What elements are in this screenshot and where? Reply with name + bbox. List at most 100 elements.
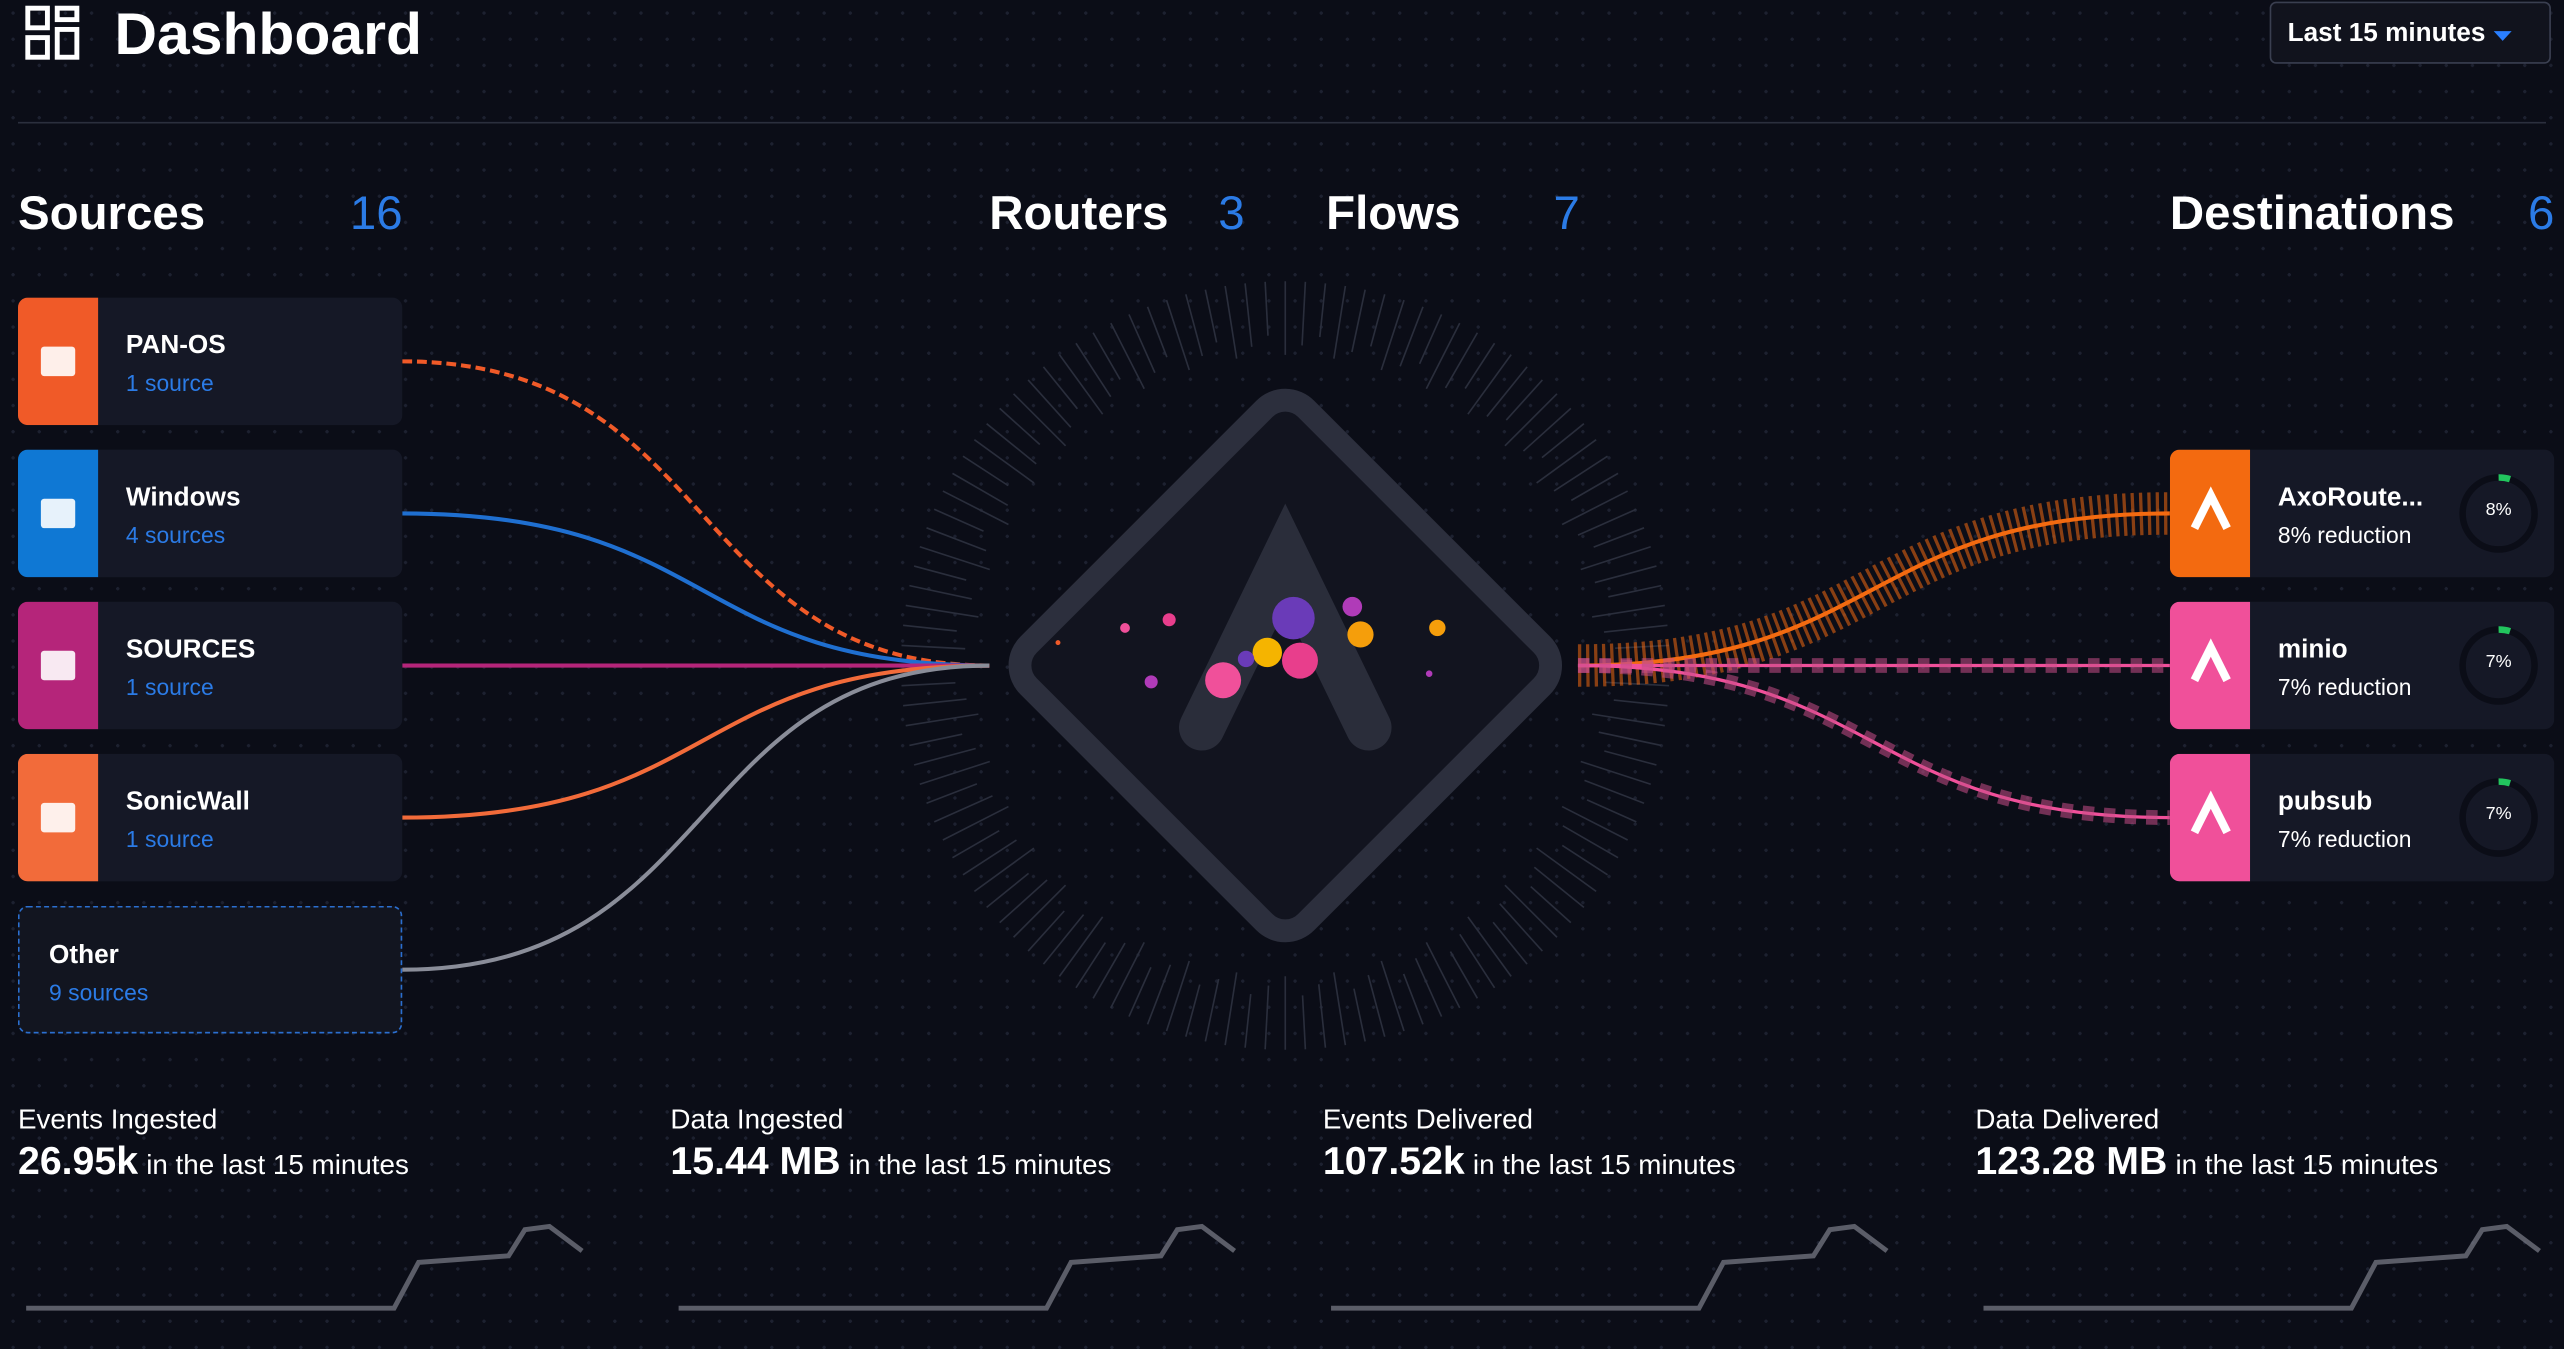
ray [1301,995,1307,1050]
ray [1425,941,1461,1009]
ray [1110,322,1145,390]
ray [1449,951,1479,999]
destination-icon [2169,449,2251,578]
source-detail: 9 sources [49,979,149,1006]
ray [1333,972,1347,1046]
ray [1185,984,1201,1037]
source-card[interactable]: Windows 4 sources [17,449,403,578]
ray [1185,294,1204,357]
stat-row: 15.44 MB in the last 15 minutes [670,1140,1111,1186]
source-link [402,511,990,668]
ray [1399,306,1424,367]
ray [1505,379,1544,421]
ray [986,872,1030,908]
sparkline [1983,1223,2541,1311]
ray [1146,306,1168,358]
destination-card[interactable]: minio 7% reduction 7% [2169,601,2555,730]
ray [933,508,984,532]
stat-value: 123.28 MB [1975,1139,2168,1184]
ray [919,760,991,786]
ray [1414,957,1443,1017]
ray [1561,805,1629,841]
destination-card[interactable]: pubsub 7% reduction 7% [2169,753,2555,882]
ray [1425,322,1461,390]
ray [1492,921,1528,965]
ray [1380,299,1405,371]
ray [1603,624,1668,633]
ray [962,455,1009,487]
ray [1418,314,1443,365]
ray [1165,299,1191,371]
ray [1592,604,1665,618]
ray [926,783,978,805]
section-title: Flows [1326,188,1461,241]
time-range-label: Last 15 minutes [2287,19,2486,48]
ray [1536,847,1597,893]
ray [1317,984,1327,1048]
ray [1467,354,1512,415]
ray [1027,379,1072,428]
ray [1146,964,1172,1025]
page-title: Dashboard [114,0,422,68]
dashboard-icon [23,3,82,62]
ray [1562,825,1619,859]
source-icon [17,297,99,426]
stat-value: 107.52k [1322,1139,1465,1184]
gauge-label: 8% [2485,500,2512,520]
gauge-label: 7% [2485,652,2512,673]
source-icon [17,449,99,578]
ray [1598,731,1662,747]
ray [1224,972,1238,1046]
section-title: Destinations [2169,188,2455,241]
source-card[interactable]: SOURCES 1 source [17,601,403,730]
source-card[interactable]: PAN-OS 1 source [17,297,403,426]
source-detail: 1 source [125,369,214,396]
ray [909,584,972,600]
ray [1553,455,1608,492]
source-link [402,359,990,668]
stat-label: Data Ingested [670,1103,844,1135]
stat-value: 26.95k [17,1139,139,1184]
section-count: 7 [1553,188,1580,241]
ray [1522,407,1572,452]
source-name: SonicWall [125,788,250,816]
gauge: 8% [2458,473,2540,555]
ray [1580,760,1651,786]
ray [1577,508,1637,536]
stat-row: 26.95k in the last 15 minutes [18,1140,409,1186]
ray [1128,314,1156,374]
destination-card[interactable]: AxoRoute... 8% reduction 8% [2169,449,2555,578]
ray [1369,294,1386,347]
ray [1351,289,1366,353]
ray [1536,438,1597,484]
ray [1027,910,1065,952]
ray [1012,884,1067,938]
ray [1533,866,1585,908]
source-card[interactable]: SonicWall 1 source [17,753,403,882]
time-range-select[interactable]: Last 15 minutes [2269,1,2551,64]
source-icon [17,753,99,882]
ray [1561,844,1608,876]
sparkline [26,1223,584,1311]
ray [1380,960,1405,1032]
destination-icon [2169,753,2251,882]
ray [909,733,963,747]
ray [1504,884,1558,938]
ray [1042,366,1079,410]
stat-row: 123.28 MB in the last 15 minutes [1975,1140,2438,1186]
ray [1204,289,1218,343]
ray [919,546,991,571]
source-name: Other [49,941,119,970]
source-detail: 1 source [125,673,214,700]
destination-detail: 7% reduction [2277,673,2412,700]
ray [1592,713,1665,727]
ray [1318,283,1327,338]
stat-suffix: in the last 15 minutes [2175,1149,2439,1181]
ray [1459,933,1496,989]
source-detail: 4 sources [125,521,226,548]
ray [926,527,987,552]
source-card[interactable]: Other 9 sources [17,905,403,1034]
ray [1075,342,1112,398]
section-count: 16 [349,188,403,241]
ray [1333,285,1347,359]
